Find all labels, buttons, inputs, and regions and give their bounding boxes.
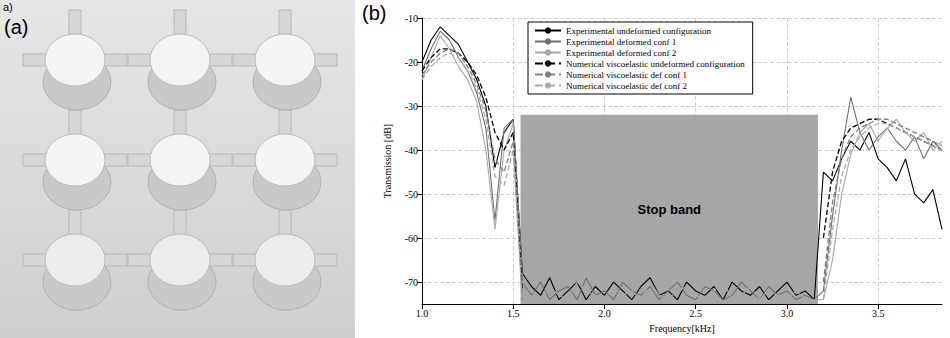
svg-text:1.5: 1.5 — [507, 308, 520, 319]
svg-text:Frequency[kHz]: Frequency[kHz] — [649, 323, 715, 334]
svg-text:Stop band: Stop band — [637, 202, 701, 217]
svg-text:3.0: 3.0 — [781, 308, 794, 319]
svg-text:-40: -40 — [405, 145, 418, 156]
svg-text:Numerical viscoelastic undefor: Numerical viscoelastic undeformed config… — [566, 59, 745, 69]
svg-text:-50: -50 — [405, 189, 418, 200]
svg-text:-20: -20 — [405, 57, 418, 68]
svg-text:-10: -10 — [405, 13, 418, 24]
svg-text:Numerical viscoelastic def con: Numerical viscoelastic def conf 2 — [566, 81, 687, 91]
svg-text:Experimental undeformed config: Experimental undeformed configuration — [566, 26, 711, 36]
svg-text:Experimental deformed conf 2: Experimental deformed conf 2 — [566, 48, 676, 58]
svg-text:a): a) — [3, 1, 13, 13]
svg-text:-70: -70 — [405, 277, 418, 288]
svg-text:1.0: 1.0 — [416, 308, 429, 319]
svg-text:2.0: 2.0 — [598, 308, 611, 319]
svg-text:-30: -30 — [405, 101, 418, 112]
html-text:(b): (b) — [362, 2, 387, 24]
svg-text:Transmission [dB]: Transmission [dB] — [382, 124, 393, 198]
svg-text:Numerical viscoelastic def con: Numerical viscoelastic def conf 1 — [566, 70, 687, 80]
svg-text:-60: -60 — [405, 233, 418, 244]
svg-text:Experimental deformed conf 1: Experimental deformed conf 1 — [566, 37, 676, 47]
svg-text:2.5: 2.5 — [689, 308, 702, 319]
svg-text:(a): (a) — [4, 16, 28, 38]
svg-text:3.5: 3.5 — [872, 308, 885, 319]
